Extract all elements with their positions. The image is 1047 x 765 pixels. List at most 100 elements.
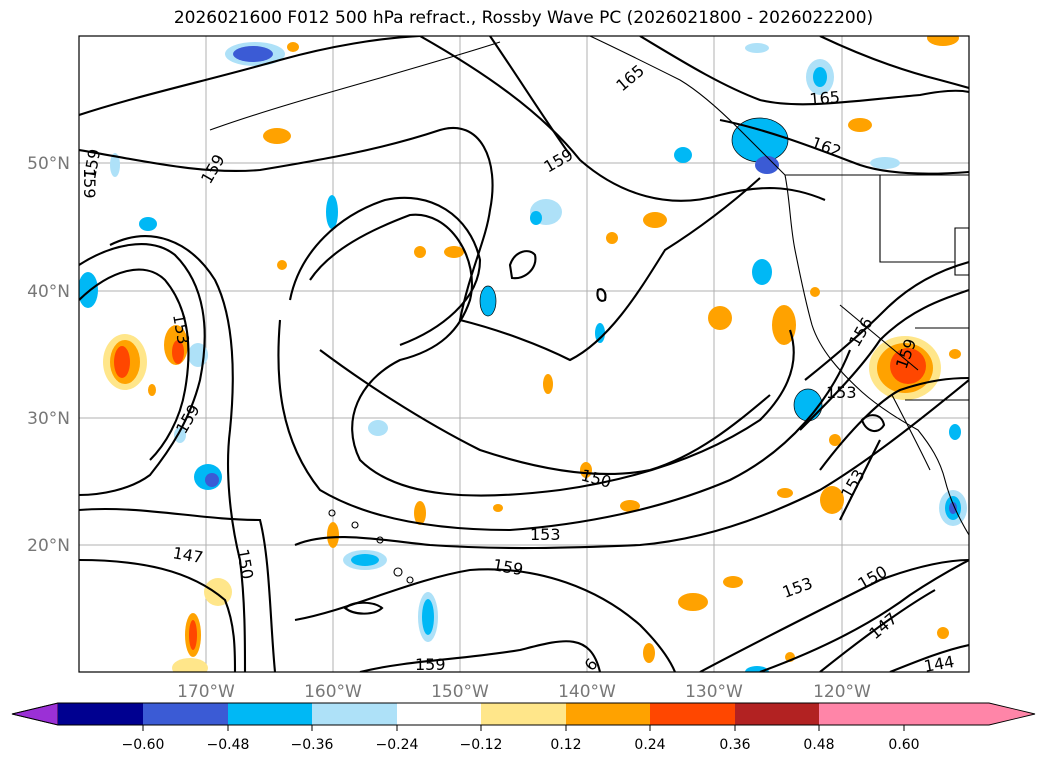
negative-anomaly-blob [949, 502, 957, 514]
lon-label: 130°W [685, 682, 743, 702]
colorbar-segment [735, 703, 819, 725]
positive-anomaly-blob [172, 658, 208, 672]
lon-label: 120°W [813, 682, 871, 702]
negative-anomaly-blob [368, 420, 388, 436]
negative-anomaly-blob [755, 156, 779, 174]
positive-anomaly-blob [287, 42, 299, 52]
contour-line [109, 235, 247, 672]
colorbar-segment [566, 703, 650, 725]
positive-anomaly-blob [620, 500, 640, 512]
negative-anomaly-blob [233, 46, 273, 62]
negative-anomaly-blob [674, 147, 692, 163]
negative-anomaly-blob [326, 195, 338, 229]
contour-line [277, 319, 851, 532]
positive-anomaly-blob [606, 232, 618, 244]
alaska-panhandle-coastline [589, 36, 786, 176]
negative-anomaly-blob [813, 67, 827, 87]
negative-anomaly-blob [752, 259, 772, 285]
contour-line [804, 260, 969, 381]
positive-anomaly-blob [263, 128, 291, 144]
positive-anomaly-blob [543, 374, 553, 394]
contour-lines [79, 36, 969, 672]
state-boundary [879, 175, 955, 263]
contour-line [319, 349, 771, 475]
state-boundary [954, 227, 969, 276]
map-title: 2026021600 F012 500 hPa refract., Rossby… [173, 8, 874, 28]
contour-line [359, 640, 602, 672]
lat-label: 40°N [27, 282, 70, 302]
contour-line [419, 36, 826, 202]
negative-anomaly-blob [174, 427, 186, 443]
colorbar-tick-label: 0.24 [634, 737, 665, 753]
colorbar-segment [58, 703, 143, 725]
positive-anomaly-blob [708, 306, 732, 330]
contour-label: 159 [80, 168, 99, 199]
contour-line [79, 36, 421, 116]
contour-line [596, 288, 607, 302]
hawaii-island [351, 521, 359, 529]
lon-label: 160°W [304, 682, 362, 702]
map-frame [78, 35, 970, 673]
negative-anomaly-blob [205, 473, 219, 487]
colorbar-tick-label: −0.60 [122, 737, 165, 753]
colorbar-extend-min [11, 702, 59, 726]
colorbar-tick-label: −0.48 [207, 737, 250, 753]
contour-line [819, 376, 969, 471]
state-boundary [839, 304, 919, 371]
negative-anomaly-blob [530, 211, 542, 225]
colorbar-segment [143, 703, 228, 725]
contour-line [79, 127, 761, 362]
positive-anomaly-blob [772, 305, 796, 345]
negative-anomaly-blob [479, 285, 497, 317]
positive-anomaly-blob [678, 593, 708, 611]
contour-label: 153 [826, 383, 857, 402]
colorbar-outline [11, 702, 1036, 726]
colorbar-tick-label: 0.12 [550, 737, 581, 753]
contour-line [819, 589, 936, 672]
baja-california-coastline [891, 394, 931, 471]
positive-anomaly-blob [414, 501, 426, 525]
positive-anomaly-blob [949, 349, 961, 359]
colorbar-tick-label: −0.12 [460, 737, 503, 753]
negative-anomaly-blob [793, 388, 823, 422]
colorbar-tick-label: 0.36 [719, 737, 750, 753]
positive-anomaly-blob [723, 576, 743, 588]
colorbar: −0.60 −0.48 −0.36 −0.24 −0.12 0.12 0.24 … [11, 702, 1036, 753]
negative-anomaly-blob [110, 153, 120, 177]
longitude-labels: 170°W 160°W 150°W 140°W 130°W 120°W [177, 682, 871, 702]
negative-anomaly-blob [351, 554, 379, 566]
lon-label: 170°W [177, 682, 235, 702]
contour-label: 153 [530, 525, 561, 544]
negative-anomaly-blob [745, 43, 769, 53]
negative-anomaly-blob [595, 323, 605, 343]
contour-line [489, 36, 571, 156]
positive-anomaly-blob [848, 118, 872, 132]
contour-line [860, 414, 886, 433]
lat-label: 20°N [27, 536, 70, 556]
colorbar-segment [312, 703, 397, 725]
positive-anomaly-blob [172, 340, 184, 364]
colorbar-extend-max [904, 703, 1035, 725]
positive-anomaly-blob [829, 434, 841, 446]
contour-line [819, 36, 969, 90]
positive-anomaly-blob [493, 504, 503, 512]
alaska-aleutian-coastline [209, 41, 501, 131]
positive-anomaly-blob [277, 260, 287, 270]
contour-line [889, 643, 969, 672]
colorbar-tick-label: −0.24 [376, 737, 419, 753]
contour-line [79, 558, 237, 672]
contour-line [309, 213, 795, 497]
contour-line [294, 379, 969, 550]
contour-line [699, 558, 969, 672]
map-background [79, 36, 969, 672]
positive-anomaly-blob [327, 522, 339, 548]
contour-line [294, 568, 676, 672]
colorbar-segment [650, 703, 735, 725]
contour-line [79, 243, 206, 497]
contour-line [759, 559, 969, 672]
colorbar-tick-label: 0.48 [803, 737, 834, 753]
lon-label: 140°W [558, 682, 616, 702]
lat-label: 30°N [27, 409, 70, 429]
positive-anomaly-blob [204, 578, 232, 606]
colorbar-segment [481, 703, 566, 725]
